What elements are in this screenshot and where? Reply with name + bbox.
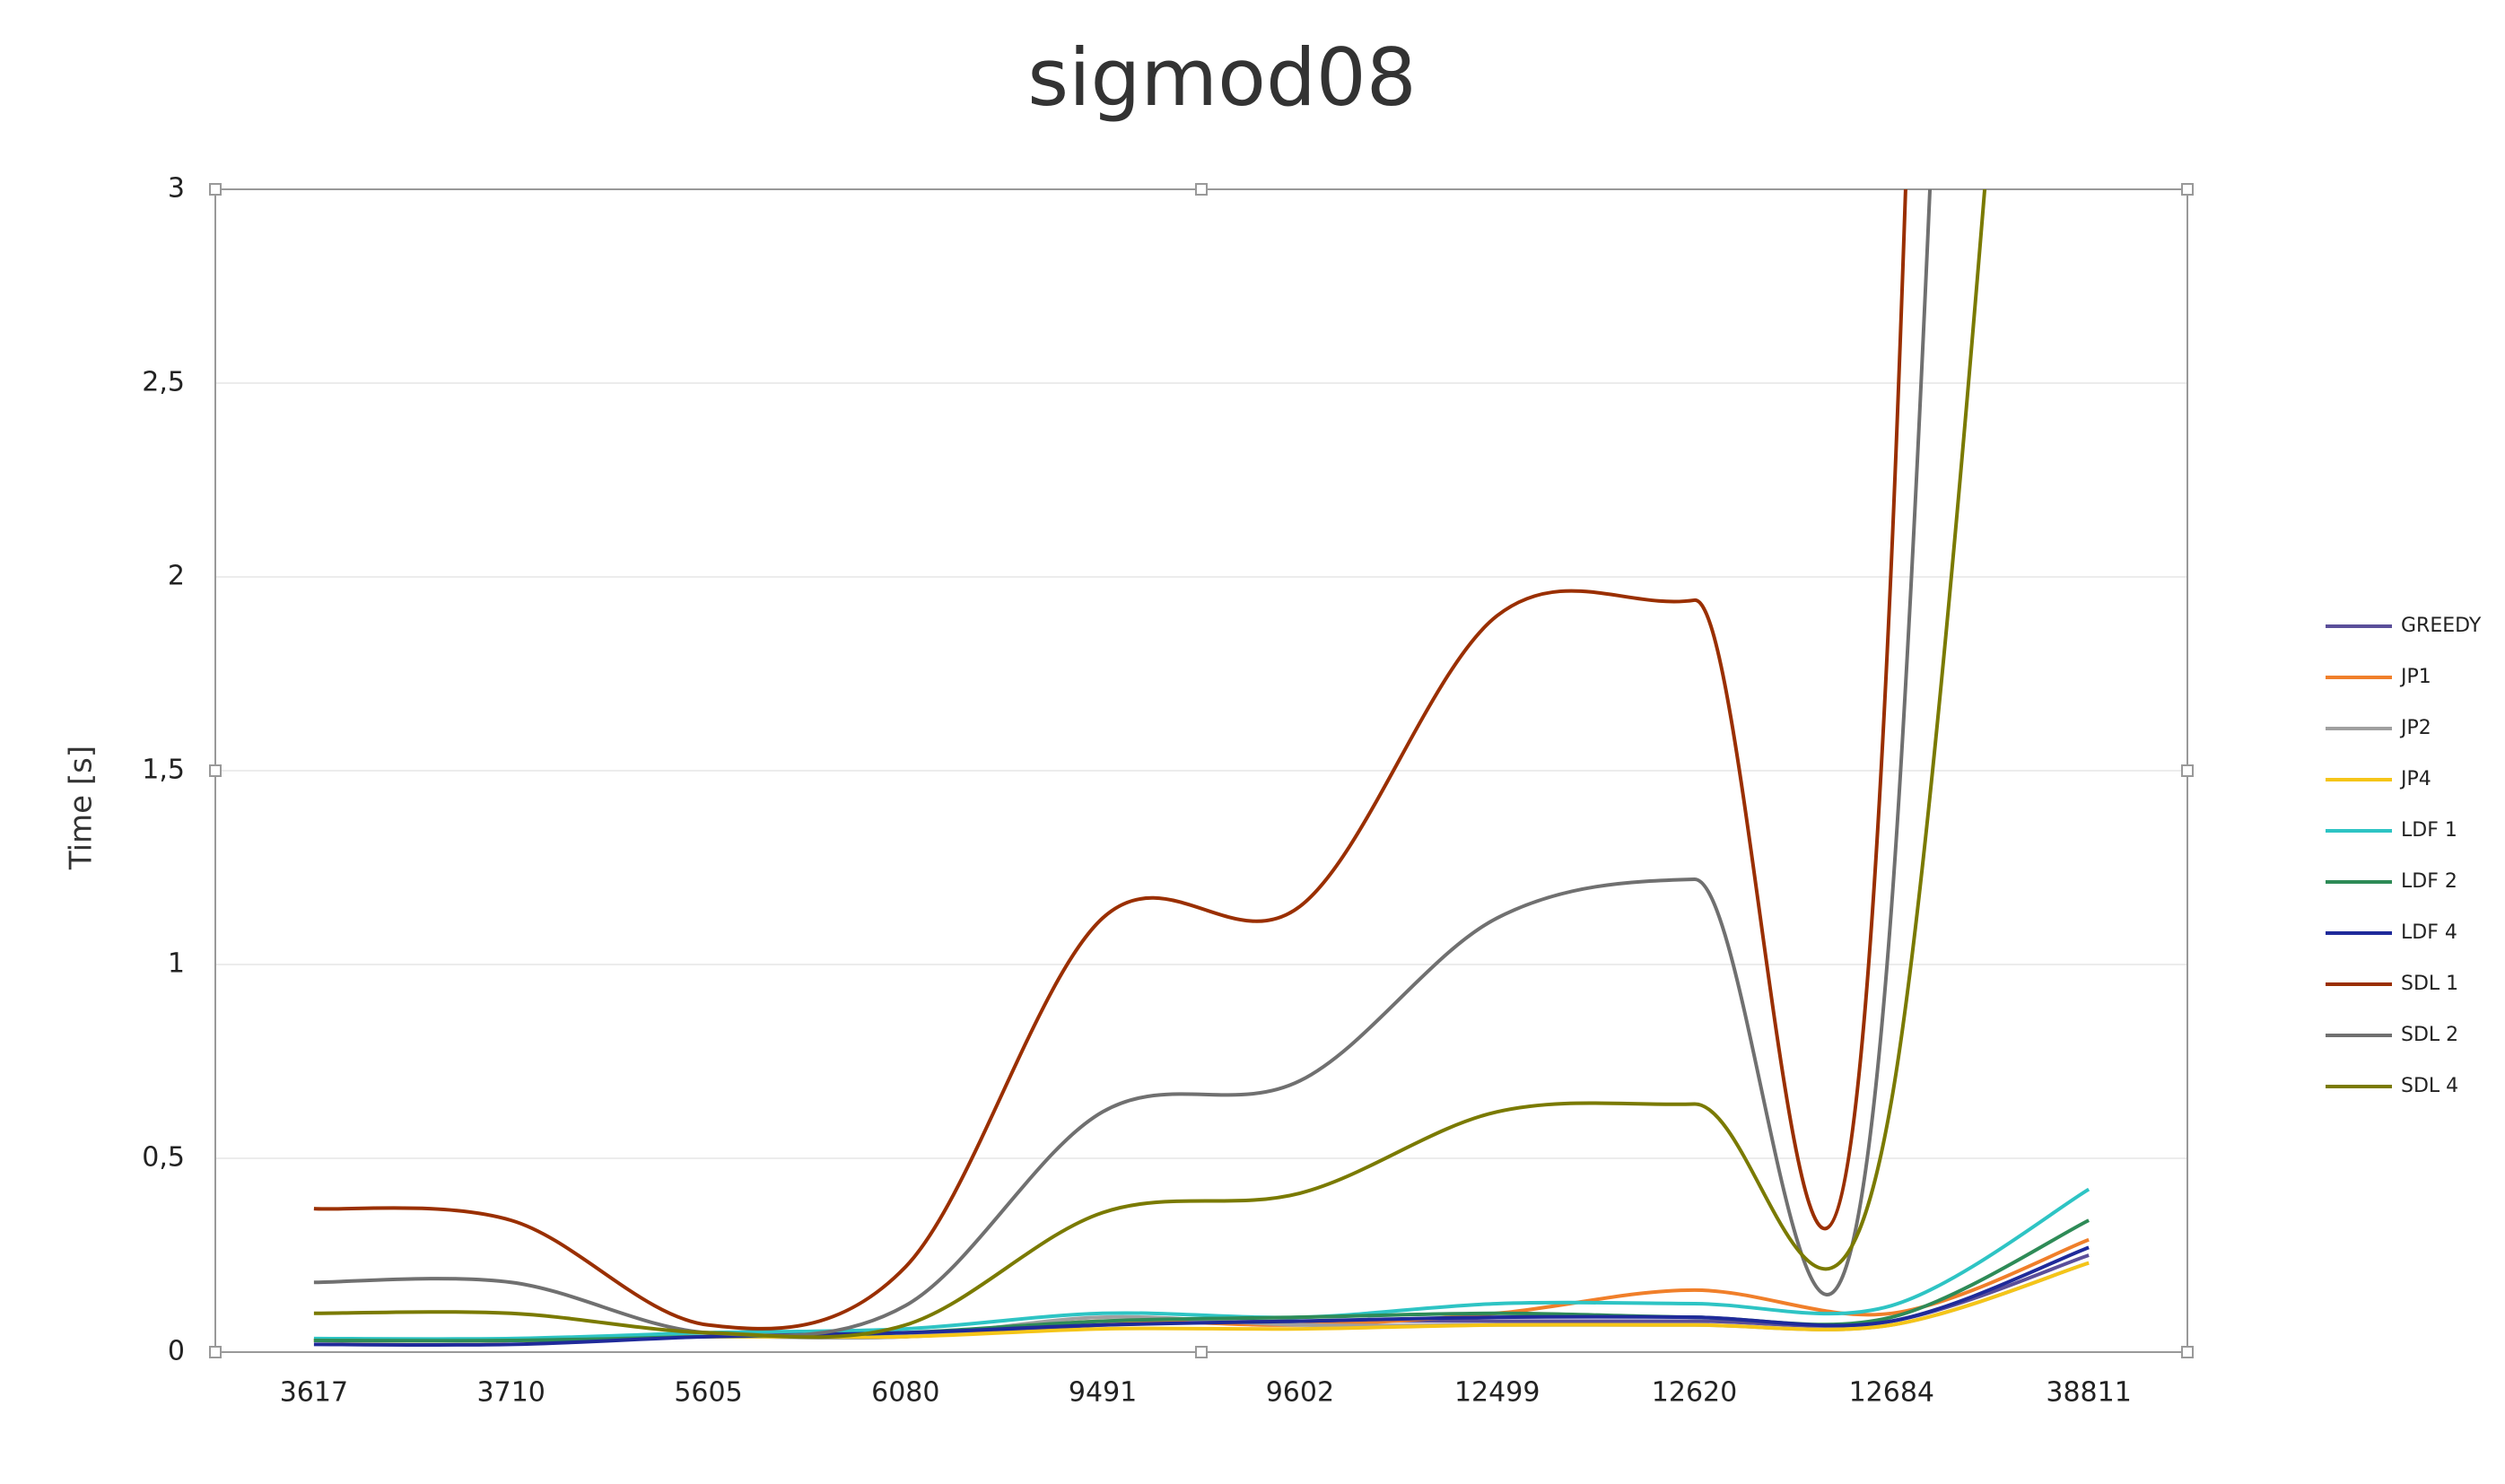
x-tick-label: 12620 (1652, 1377, 1737, 1409)
chart-title: sigmod08 (1027, 31, 1417, 124)
x-tick-label: 38811 (2046, 1377, 2131, 1409)
x-tick-label: 5605 (674, 1377, 742, 1409)
x-tick-label: 12684 (1849, 1377, 1934, 1409)
y-tick-label: 3 (168, 173, 185, 205)
y-tick-label: 1 (168, 948, 185, 980)
y-tick-label: 0 (168, 1336, 185, 1367)
y-axis-label: Time [s] (64, 746, 100, 870)
legend-label: GREEDY (2401, 615, 2482, 637)
selection-handle (2181, 1346, 2194, 1358)
y-tick-label: 0,5 (142, 1142, 185, 1174)
selection-handle (2181, 183, 2194, 196)
y-tick-label: 2,5 (142, 367, 185, 398)
selection-handle (1195, 1346, 1208, 1358)
legend-label: LDF 2 (2401, 870, 2457, 893)
x-tick-label: 9602 (1266, 1377, 1334, 1409)
series-line (313, 189, 1987, 1340)
legend-label: JP4 (2399, 768, 2431, 790)
legend-label: JP2 (2399, 717, 2431, 739)
y-tick-label: 2 (168, 561, 185, 592)
selection-handle (209, 764, 222, 777)
series-line (313, 189, 1933, 1338)
series-line (313, 189, 1907, 1331)
x-tick-label: 6080 (871, 1377, 939, 1409)
x-tick-label: 3710 (477, 1377, 546, 1409)
series-line (313, 1245, 2090, 1347)
x-tick-label: 12499 (1454, 1377, 1540, 1409)
legend-label: JP1 (2399, 666, 2431, 688)
selection-handle (2181, 764, 2194, 777)
x-tick-label: 3617 (280, 1377, 348, 1409)
x-tick-label: 9491 (1069, 1377, 1137, 1409)
selection-handle (209, 183, 222, 196)
selection-handle (209, 1346, 222, 1358)
plot-area (313, 189, 2090, 1347)
y-tick-label: 1,5 (142, 755, 185, 786)
legend-label: SDL 2 (2401, 1024, 2458, 1046)
selection-handle (1195, 183, 1208, 196)
series-line (313, 1261, 2090, 1343)
legend-label: LDF 1 (2401, 819, 2457, 842)
legend-label: SDL 4 (2401, 1075, 2458, 1097)
series-line (313, 1187, 2090, 1341)
legend-label: SDL 1 (2401, 973, 2458, 995)
legend-label: LDF 4 (2401, 921, 2457, 944)
